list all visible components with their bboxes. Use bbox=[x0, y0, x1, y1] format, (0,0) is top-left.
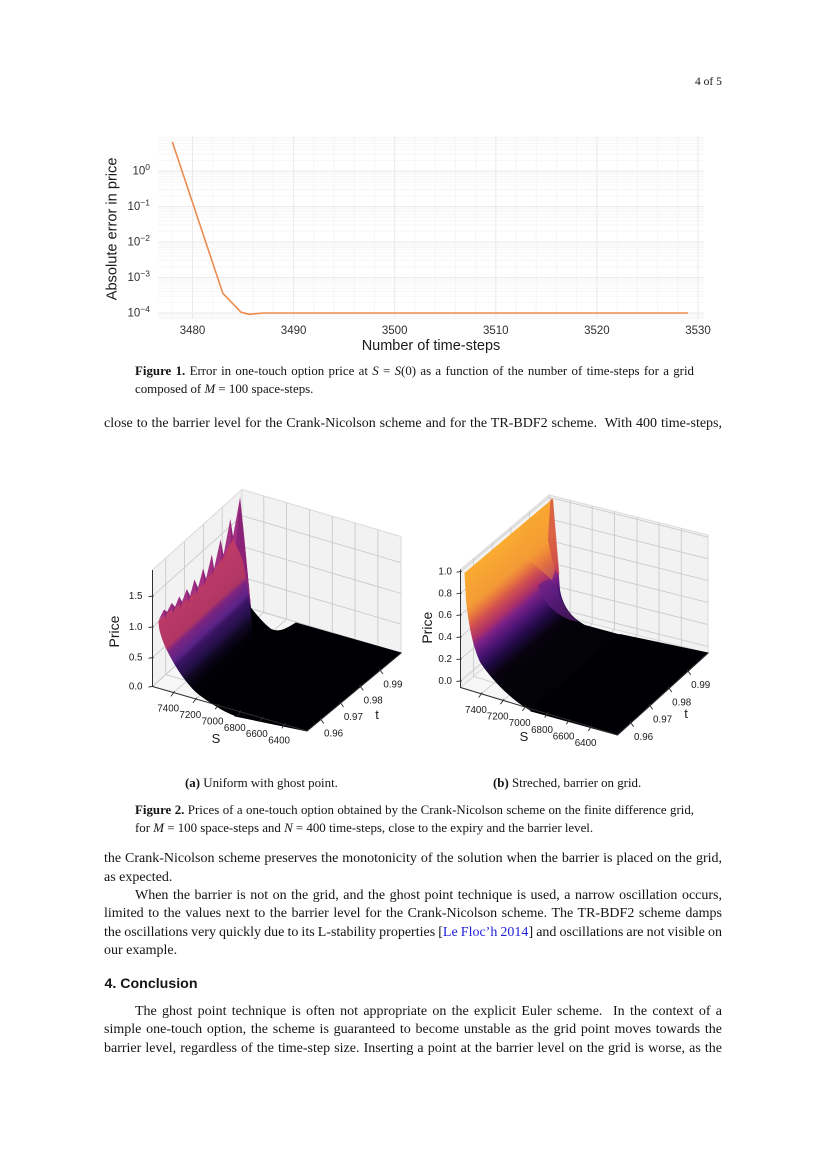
svg-text:100: 100 bbox=[132, 162, 150, 178]
svg-text:0.98: 0.98 bbox=[364, 696, 384, 707]
svg-text:3480: 3480 bbox=[180, 325, 206, 337]
svg-text:3520: 3520 bbox=[584, 325, 610, 337]
svg-text:t: t bbox=[684, 706, 688, 721]
svg-text:7400: 7400 bbox=[157, 704, 179, 715]
svg-text:S: S bbox=[520, 729, 529, 744]
svg-text:0.97: 0.97 bbox=[344, 712, 363, 723]
svg-text:1.0: 1.0 bbox=[438, 567, 452, 578]
svg-text:0.2: 0.2 bbox=[438, 654, 452, 665]
svg-text:t: t bbox=[375, 707, 379, 722]
svg-text:6400: 6400 bbox=[268, 736, 290, 747]
svg-text:Price: Price bbox=[419, 612, 435, 644]
svg-text:6400: 6400 bbox=[575, 738, 597, 749]
svg-text:3500: 3500 bbox=[382, 325, 408, 337]
svg-text:0.6: 0.6 bbox=[438, 610, 452, 621]
svg-text:10−2: 10−2 bbox=[128, 233, 151, 249]
svg-text:6800: 6800 bbox=[224, 723, 246, 734]
svg-text:0.5: 0.5 bbox=[129, 653, 143, 664]
svg-text:1.5: 1.5 bbox=[129, 591, 143, 602]
svg-text:6600: 6600 bbox=[246, 729, 268, 740]
svg-text:10−4: 10−4 bbox=[128, 304, 151, 320]
svg-text:Absolute error in price: Absolute error in price bbox=[104, 158, 120, 301]
svg-text:6800: 6800 bbox=[531, 725, 553, 736]
svg-text:3490: 3490 bbox=[281, 325, 307, 337]
svg-text:7200: 7200 bbox=[487, 711, 509, 722]
svg-text:0.99: 0.99 bbox=[691, 680, 710, 691]
svg-text:10−1: 10−1 bbox=[128, 198, 151, 214]
svg-text:0.96: 0.96 bbox=[634, 732, 654, 743]
svg-text:7400: 7400 bbox=[465, 705, 487, 716]
svg-text:10−3: 10−3 bbox=[128, 269, 151, 285]
svg-text:Number of time-steps: Number of time-steps bbox=[362, 338, 501, 354]
svg-text:7000: 7000 bbox=[202, 716, 224, 727]
svg-text:6600: 6600 bbox=[553, 731, 575, 742]
svg-text:3510: 3510 bbox=[483, 325, 509, 337]
svg-text:0.98: 0.98 bbox=[672, 697, 692, 708]
svg-text:7000: 7000 bbox=[509, 718, 531, 729]
svg-text:0.96: 0.96 bbox=[324, 729, 344, 740]
svg-text:0.99: 0.99 bbox=[383, 679, 402, 690]
svg-text:0.0: 0.0 bbox=[129, 682, 143, 693]
svg-text:1.0: 1.0 bbox=[129, 622, 143, 633]
svg-text:0.97: 0.97 bbox=[653, 715, 672, 726]
svg-text:0.8: 0.8 bbox=[438, 588, 452, 599]
svg-text:7200: 7200 bbox=[179, 710, 201, 721]
svg-text:Price: Price bbox=[106, 615, 122, 647]
svg-text:0.0: 0.0 bbox=[438, 676, 452, 687]
svg-text:3530: 3530 bbox=[685, 325, 711, 337]
svg-text:S: S bbox=[212, 731, 221, 746]
svg-text:0.4: 0.4 bbox=[438, 632, 452, 643]
